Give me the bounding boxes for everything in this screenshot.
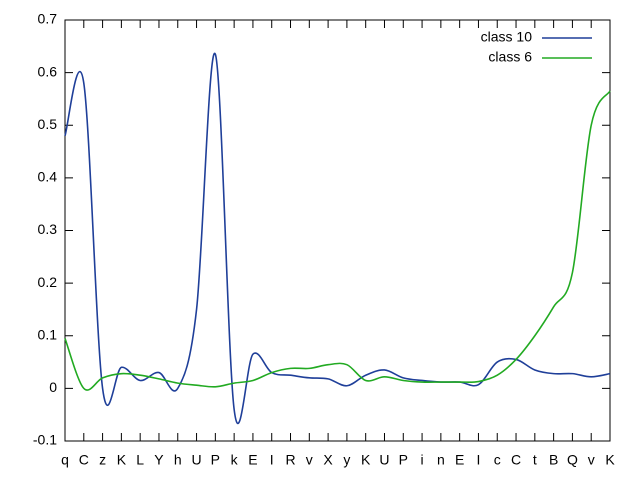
x-tick-label: C [79,452,89,468]
x-tick-label: v [588,452,595,468]
x-tick-label: E [248,452,257,468]
x-tick-label: I [477,452,481,468]
x-tick-label: t [533,452,537,468]
series-line [64,90,611,391]
x-tick-label: C [511,452,521,468]
legend-label: class 10 [481,29,533,45]
x-tick-label: v [306,452,313,468]
y-tick-label: 0.2 [38,274,58,290]
x-tick-label: U [191,452,201,468]
x-tick-label: L [136,452,144,468]
x-tick-label: Y [154,452,164,468]
x-tick-label: h [174,452,182,468]
x-tick-label: k [231,452,239,468]
x-tick-label: R [285,452,295,468]
x-tick-label: X [323,452,333,468]
x-tick-label: y [343,452,350,468]
x-tick-label: n [437,452,445,468]
y-tick-label: 0.5 [38,116,58,132]
x-tick-label: c [494,452,501,468]
x-tick-label: z [99,452,106,468]
legend-label: class 6 [488,49,532,65]
x-tick-label: I [270,452,274,468]
y-tick-label: 0.6 [38,63,58,79]
x-tick-label: K [361,452,371,468]
y-tick-label: 0.7 [38,11,58,27]
y-tick-label: -0.1 [33,432,57,448]
x-tick-label: q [61,452,69,468]
x-tick-label: K [117,452,127,468]
y-tick-label: 0 [49,379,57,395]
x-tick-label: P [399,452,408,468]
series-line [64,52,611,424]
x-tick-label: i [421,452,424,468]
y-tick-label: 0.4 [38,169,58,185]
x-tick-label: U [379,452,389,468]
y-tick-label: 0.3 [38,221,58,237]
x-tick-label: Q [567,452,578,468]
y-tick-label: 0.1 [38,326,58,342]
x-tick-label: P [211,452,220,468]
x-tick-label: B [549,452,558,468]
x-tick-label: K [605,452,615,468]
x-tick-label: E [455,452,464,468]
